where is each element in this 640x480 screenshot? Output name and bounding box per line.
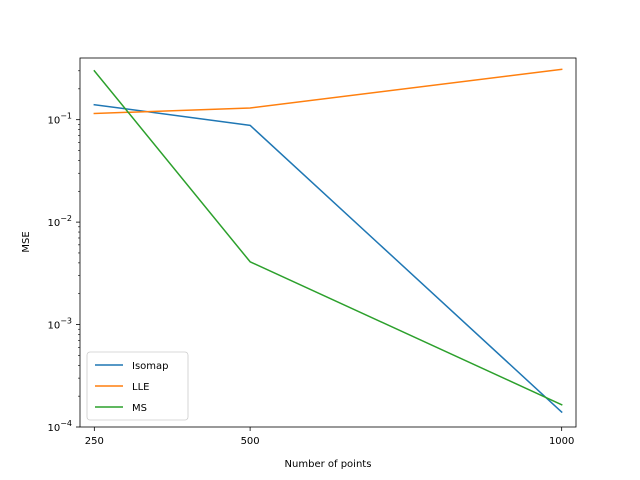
x-tick-label: 500 (241, 436, 260, 447)
y-axis-label: MSE (21, 231, 32, 252)
y-tick-label: 10−2 (47, 214, 72, 229)
y-tick-label: 10−4 (47, 419, 72, 434)
x-axis-ticks: 250 500 1000 (85, 427, 574, 447)
y-tick-label: 10−1 (47, 112, 72, 127)
y-tick-label: 10−3 (47, 317, 72, 332)
legend-label-isomap: Isomap (132, 361, 169, 372)
legend: Isomap LLE MS (86, 351, 189, 421)
legend-box (86, 351, 189, 421)
x-tick-label: 250 (85, 436, 104, 447)
series-line-lle (93, 68, 563, 115)
y-axis-ticks: 10−4 10−3 10−2 10−1 (47, 70, 80, 434)
plot-frame (79, 57, 577, 428)
x-axis-label: Number of points (285, 459, 372, 470)
legend-label-lle: LLE (132, 382, 149, 393)
series-layer (93, 68, 563, 414)
x-tick-label: 1000 (549, 436, 574, 447)
series-line-ms (93, 69, 563, 406)
legend-label-ms: MS (132, 403, 147, 414)
